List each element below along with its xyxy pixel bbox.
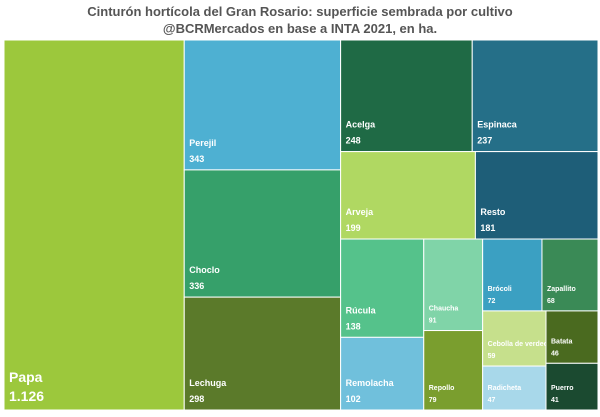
value-label: 181 — [480, 223, 495, 233]
tile — [340, 39, 473, 153]
tile — [482, 238, 543, 312]
value-label: 102 — [346, 394, 361, 404]
value-label: 91 — [429, 318, 437, 325]
tile-label: Repollo — [429, 385, 455, 392]
tile — [545, 310, 599, 364]
tile — [482, 310, 547, 367]
chart-subtitle: @BCRMercados en base a INTA 2021, en ha. — [163, 21, 437, 36]
tile — [471, 39, 599, 153]
value-label: 72 — [488, 298, 496, 305]
value-label: 343 — [189, 154, 204, 164]
tile-label: Arveja — [346, 207, 375, 217]
value-label: 336 — [189, 281, 204, 291]
tile-label: Rúcula — [346, 305, 377, 315]
tile — [3, 39, 185, 411]
tile-label: Lechuga — [189, 378, 227, 388]
tile-label: Zapallito — [547, 286, 576, 293]
tile — [183, 169, 342, 298]
tile-label: Resto — [480, 207, 506, 217]
tile-label: Puerro — [551, 385, 574, 392]
value-label: 59 — [488, 353, 496, 360]
tile — [183, 296, 342, 411]
value-label: 1.126 — [9, 388, 44, 404]
value-label: 68 — [547, 298, 555, 305]
value-label: 237 — [477, 136, 492, 146]
tile-label: Espinaca — [477, 120, 518, 130]
tile-label: Cebolla de verdeo — [488, 341, 548, 348]
tile-label: Remolacha — [346, 378, 395, 388]
tile-label: Chaucha — [429, 306, 459, 313]
chart-title: Cinturón hortícola del Gran Rosario: sup… — [87, 4, 513, 19]
value-label: 41 — [551, 397, 559, 404]
tile-label: Perejil — [189, 138, 216, 148]
value-label: 46 — [551, 350, 559, 357]
tile-label: Batata — [551, 338, 573, 345]
tile — [423, 330, 484, 411]
tile — [340, 151, 476, 240]
tile — [545, 362, 599, 411]
value-label: 199 — [346, 223, 361, 233]
tile-label: Brócoli — [488, 286, 512, 293]
value-label: 248 — [346, 136, 361, 146]
tile — [423, 238, 484, 332]
value-label: 47 — [488, 397, 496, 404]
value-label: 298 — [189, 394, 204, 404]
tile-label: Acelga — [346, 120, 377, 130]
tile — [340, 238, 425, 338]
tile-label: Radicheta — [488, 385, 522, 392]
value-label: 138 — [346, 321, 361, 331]
tile — [183, 39, 342, 171]
tile-label: Papa — [9, 369, 43, 385]
value-label: 79 — [429, 397, 437, 404]
tile — [340, 336, 425, 411]
tile — [474, 151, 599, 240]
tile-label: Choclo — [189, 265, 220, 275]
